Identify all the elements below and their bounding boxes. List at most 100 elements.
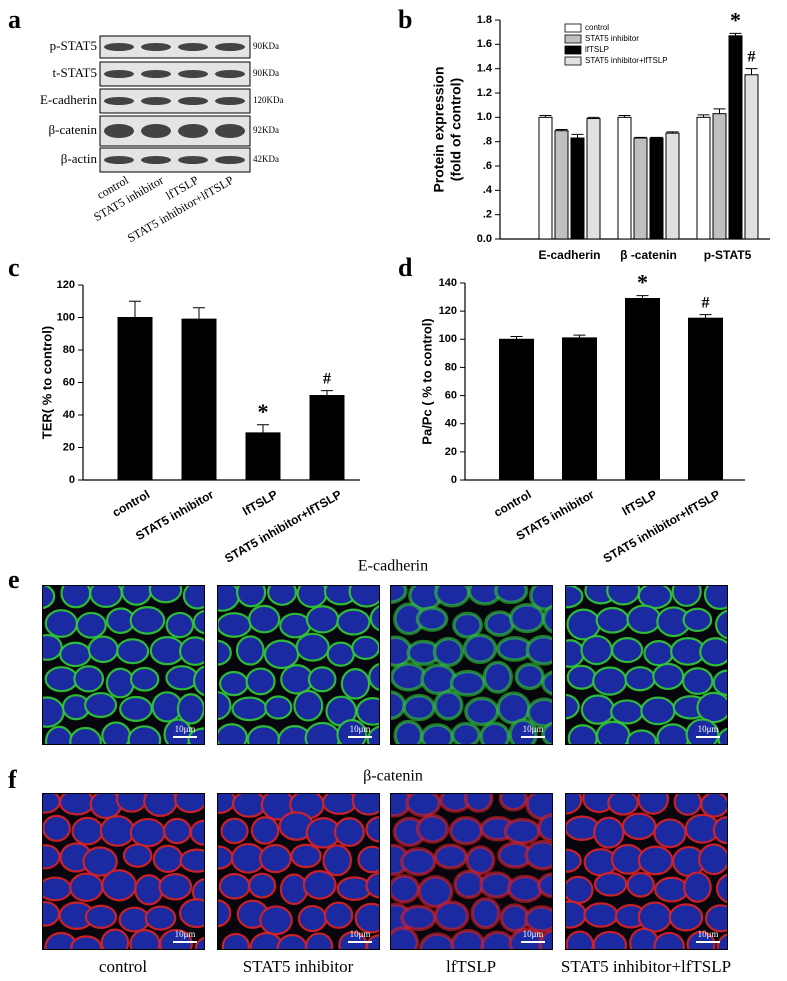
cell xyxy=(340,667,371,700)
error-bar xyxy=(713,108,726,114)
cell xyxy=(193,665,205,697)
error-bar xyxy=(729,32,742,36)
y-tick-label: .2 xyxy=(483,209,492,221)
cell xyxy=(129,666,160,692)
cell xyxy=(307,666,337,693)
scale-bar-label: 10μm xyxy=(698,724,719,734)
scale-bar-label: 10μm xyxy=(175,724,196,734)
micrograph: 10μm xyxy=(565,793,728,950)
cell xyxy=(637,845,674,876)
cell xyxy=(611,636,644,664)
blot-band xyxy=(178,124,208,138)
scale-bar-label: 10μm xyxy=(523,724,544,734)
cell xyxy=(653,818,687,849)
error-bar xyxy=(510,335,523,340)
y-tick-label: 1.2 xyxy=(477,87,492,99)
cell xyxy=(626,604,662,635)
condition-label: lfTSLP xyxy=(446,957,496,976)
cell xyxy=(566,608,601,641)
cell xyxy=(637,585,673,610)
cell xyxy=(565,793,583,815)
panel-letter: f xyxy=(8,765,17,794)
error-bar xyxy=(697,114,710,118)
cell xyxy=(99,815,136,847)
bar xyxy=(181,318,217,481)
cell xyxy=(565,900,587,929)
scale-bar-label: 10μm xyxy=(523,929,544,939)
cell xyxy=(508,718,538,745)
blot-strip xyxy=(99,35,251,59)
cell xyxy=(507,874,544,904)
cell xyxy=(390,662,427,692)
cell xyxy=(75,611,107,639)
cell xyxy=(348,585,380,608)
cell xyxy=(73,665,105,693)
cell xyxy=(149,636,185,666)
cell xyxy=(174,793,205,814)
cell xyxy=(415,814,450,844)
cell xyxy=(351,793,380,816)
cell xyxy=(355,697,380,726)
cell xyxy=(400,904,437,932)
cell xyxy=(165,665,199,691)
y-tick-label: 0 xyxy=(69,474,75,486)
cell xyxy=(494,585,529,605)
cell xyxy=(484,610,516,637)
cell xyxy=(116,638,150,665)
cell xyxy=(541,604,553,634)
x-tick-label: lfTSLP xyxy=(620,487,660,518)
y-tick-label: 100 xyxy=(57,311,75,323)
cell xyxy=(250,816,280,845)
cell xyxy=(44,666,79,693)
cell xyxy=(696,691,728,724)
legend-swatch xyxy=(564,34,582,44)
cell xyxy=(369,604,380,632)
protein-label: β-catenin xyxy=(49,122,98,137)
cell xyxy=(400,847,437,877)
cell xyxy=(580,694,615,725)
blot-band xyxy=(178,43,208,51)
condition-label: control xyxy=(99,957,147,976)
cell xyxy=(218,670,249,697)
error-bar xyxy=(618,115,631,118)
scale-bar-label: 10μm xyxy=(698,929,719,939)
y-tick-label: 60 xyxy=(63,376,75,388)
y-tick-label: .4 xyxy=(483,184,493,196)
cell xyxy=(365,871,380,899)
cell xyxy=(235,635,265,666)
cell xyxy=(715,873,728,904)
legend-label: STAT5 inhibitor+lfTSLP xyxy=(585,56,668,65)
cell xyxy=(259,905,293,936)
cell xyxy=(42,876,73,902)
cell xyxy=(100,928,130,950)
cell xyxy=(217,899,232,928)
cell xyxy=(656,723,690,745)
blot-band xyxy=(141,124,171,138)
cell xyxy=(44,609,79,638)
cell xyxy=(420,663,457,696)
cell xyxy=(267,585,298,606)
x-tick-label: lfTSLP xyxy=(240,487,280,518)
y-tick-label: 1.0 xyxy=(477,111,492,123)
error-bar xyxy=(257,424,269,433)
cell xyxy=(716,932,728,950)
cell xyxy=(178,636,205,666)
frame xyxy=(565,585,728,745)
cell xyxy=(541,721,553,745)
cell xyxy=(42,844,61,870)
cell xyxy=(176,693,205,725)
cell xyxy=(71,816,104,846)
cell xyxy=(626,871,655,898)
cell xyxy=(402,693,436,722)
y-tick-label: 80 xyxy=(445,361,457,373)
y-tick-label: 120 xyxy=(439,305,457,317)
cell xyxy=(390,635,413,668)
cell xyxy=(717,727,728,745)
cell xyxy=(259,843,292,874)
cell xyxy=(297,904,328,933)
x-tick-label: control xyxy=(491,487,533,519)
error-bar xyxy=(571,133,584,139)
y-axis-label: Pa/Pc ( % to control) xyxy=(419,318,434,444)
bar xyxy=(712,113,727,240)
frame xyxy=(565,793,728,950)
